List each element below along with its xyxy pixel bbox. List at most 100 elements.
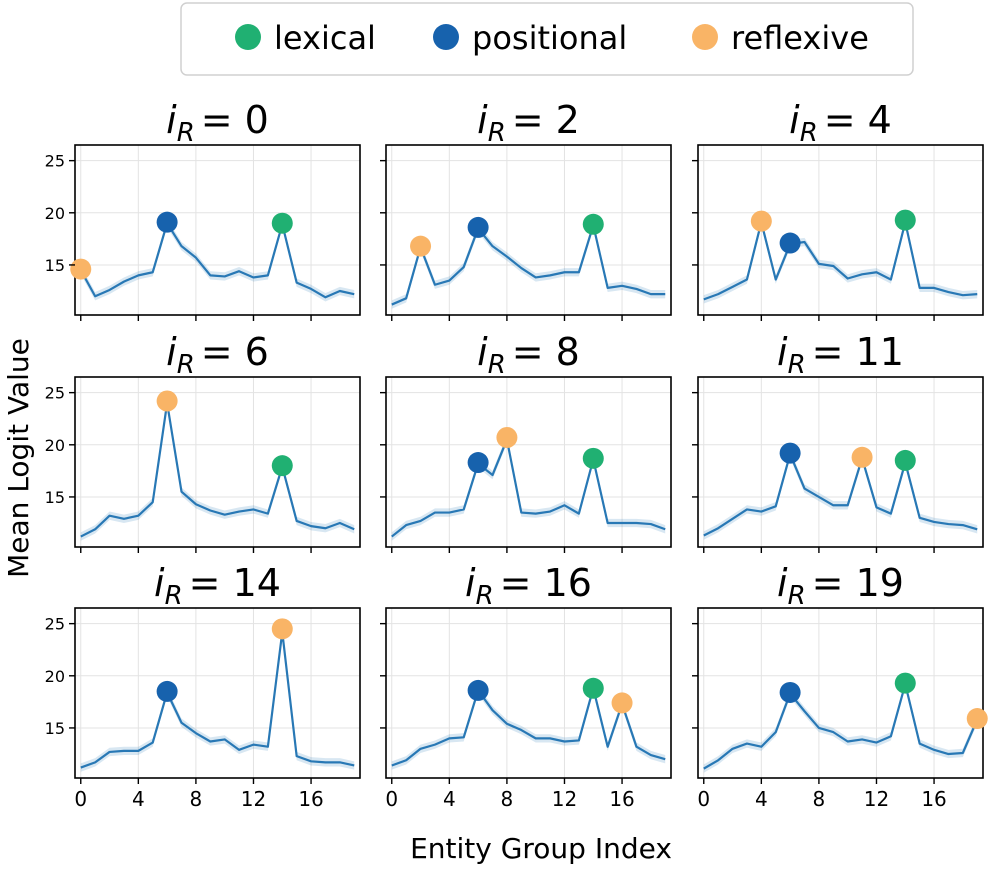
legend-label-reflexive: reflexive [731, 19, 869, 57]
grid [698, 608, 983, 778]
panel-6: 0 4 8 12 16 15 20 25 iR = 14 [45, 561, 361, 811]
grid [698, 377, 983, 547]
y-tick-label: 20 [45, 204, 65, 223]
x-tick-label: 16 [609, 787, 634, 811]
panel-title: iR = 16 [465, 561, 592, 611]
legend-label-lexical: lexical [274, 19, 376, 57]
title-sub: R [177, 350, 195, 380]
title-value: = 6 [201, 330, 269, 374]
title-sub: R [476, 581, 494, 611]
x-tick-label: 12 [864, 787, 889, 811]
y-tick-label: 20 [45, 436, 65, 455]
panel-title: iR = 0 [166, 98, 269, 148]
panel-title: iR = 11 [777, 330, 904, 380]
panel-8: 0 4 8 12 16 iR = 19 [692, 561, 988, 811]
title-value: = 2 [512, 98, 580, 142]
title-sub: R [488, 350, 506, 380]
marker-lexical [582, 447, 604, 469]
series-line [703, 683, 979, 770]
title-var: i [154, 561, 165, 605]
marker-reflexive [271, 618, 293, 640]
marker-reflexive [611, 692, 633, 714]
title-sub: R [788, 350, 806, 380]
title-var: i [166, 98, 177, 142]
y-tick-label: 15 [45, 488, 65, 507]
title-value: = 0 [201, 98, 269, 142]
legend-entry-reflexive: reflexive [692, 19, 869, 57]
plot-frame [385, 607, 672, 779]
marker-positional [467, 216, 489, 238]
series-line [391, 224, 666, 306]
plot-frame [74, 144, 361, 316]
marker-reflexive [156, 390, 178, 412]
grid [75, 377, 360, 547]
marker-positional [467, 452, 489, 474]
legend: lexical positional reflexive [180, 2, 914, 76]
x-tick-label: 16 [298, 787, 323, 811]
plot-frame [385, 144, 672, 316]
marker-positional [779, 442, 801, 464]
panel-4: iR = 8 [380, 330, 672, 553]
series-line [391, 438, 666, 538]
legend-marker-reflexive [692, 24, 718, 50]
title-sub: R [177, 118, 195, 148]
marker-reflexive [496, 426, 518, 448]
y-tick-label: 25 [45, 615, 65, 634]
legend-marker-lexical [235, 24, 261, 50]
grid [386, 145, 671, 315]
marker-lexical [271, 212, 293, 234]
series-line [79, 222, 355, 299]
plot-frame [697, 607, 984, 779]
title-value: = 8 [512, 330, 580, 374]
legend-marker-positional [433, 24, 459, 50]
series-line [80, 630, 355, 769]
x-tick-label: 4 [755, 787, 768, 811]
title-sub: R [488, 118, 506, 148]
x-tick-label: 16 [921, 787, 946, 811]
title-var: i [789, 98, 800, 142]
confidence-band [391, 435, 666, 541]
marker-positional [779, 681, 801, 703]
confidence-band [703, 450, 978, 540]
title-var: i [477, 98, 488, 142]
panel-title: iR = 6 [166, 330, 269, 380]
panel-5: iR = 11 [692, 330, 984, 553]
panel-title: iR = 14 [154, 561, 281, 611]
series-line [80, 401, 355, 538]
y-tick-label: 15 [45, 719, 65, 738]
legend-entry-lexical: lexical [235, 19, 376, 57]
panel-title: iR = 4 [789, 98, 892, 148]
panel-title: iR = 8 [477, 330, 580, 380]
panel-2: iR = 4 [692, 98, 984, 321]
panel-title: iR = 2 [477, 98, 580, 148]
series-line [703, 453, 978, 537]
panel-1: iR = 2 [380, 98, 672, 321]
title-value: = 14 [189, 561, 281, 605]
marker-reflexive [851, 446, 873, 468]
marker-positional [467, 679, 489, 701]
title-var: i [465, 561, 476, 605]
title-sub: R [165, 581, 183, 611]
marker-positional [156, 211, 178, 233]
series-line [703, 221, 978, 301]
confidence-band [703, 679, 978, 773]
marker-positional [156, 680, 178, 702]
marker-lexical [271, 455, 293, 477]
title-sub: R [800, 118, 818, 148]
plot-frame [74, 607, 361, 779]
marker-reflexive [966, 708, 988, 730]
y-tick-label: 20 [45, 667, 65, 686]
grid [386, 377, 671, 547]
panel-3: 15 20 25 iR = 6 [45, 330, 361, 553]
grid [698, 145, 983, 315]
title-sub: R [788, 581, 806, 611]
grid [75, 145, 360, 315]
legend-entry-positional: positional [433, 19, 627, 57]
marker-lexical [894, 672, 916, 694]
x-tick-label: 4 [443, 787, 456, 811]
title-value: = 11 [812, 330, 904, 374]
x-tick-label: 0 [74, 787, 87, 811]
plot-frame [385, 376, 672, 548]
